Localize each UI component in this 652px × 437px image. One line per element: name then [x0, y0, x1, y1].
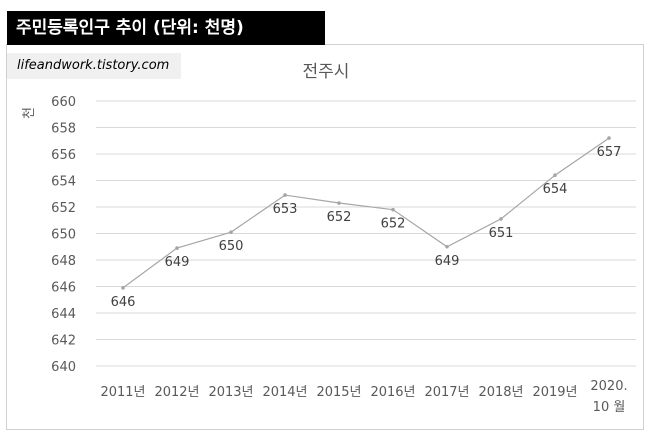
data-label: 646	[111, 295, 136, 310]
x-tick-labels: 2011년 2012년 2013년 2014년 2015년 2016년 2017년 2018년…	[100, 379, 627, 415]
x-tick-label: 2012년	[154, 385, 199, 400]
y-tick-label: 646	[51, 281, 76, 296]
y-tick-label: 650	[51, 228, 76, 243]
y-tick-labels: 640 642 644 646 648 650 652 654 656 658 660	[51, 95, 76, 375]
data-labels: 646 649 650 653 652 652 649 651 654 657	[111, 145, 622, 310]
data-point	[553, 173, 557, 177]
data-label: 653	[273, 202, 298, 217]
gridlines	[96, 100, 636, 367]
y-tick-label: 660	[51, 95, 76, 110]
y-tick-label: 640	[51, 360, 76, 375]
data-point	[283, 193, 287, 197]
y-tick-label: 648	[51, 254, 76, 269]
y-tick-label: 652	[51, 201, 76, 216]
x-tick-label: 2011년	[100, 385, 145, 400]
y-tick-label: 658	[51, 122, 76, 137]
x-tick-label: 2019년	[532, 385, 577, 400]
x-tick-label: 2015년	[316, 385, 361, 400]
data-label: 649	[165, 255, 190, 270]
x-tick-label: 2013년	[208, 385, 253, 400]
x-tick-label: 2016년	[370, 385, 415, 400]
y-tick-label: 654	[51, 175, 76, 190]
data-point	[229, 230, 233, 234]
site-watermark: lifeandwork.tistory.com	[7, 53, 181, 79]
y-axis-label: 천	[22, 107, 37, 119]
data-label: 649	[435, 254, 460, 269]
chart-title: 전주시	[303, 62, 350, 82]
data-label: 654	[543, 182, 568, 197]
data-label: 651	[489, 226, 514, 241]
page-title: 주민등록인구 추이 (단위: 천명)	[7, 11, 325, 45]
x-tick-label: 2020. 10 월	[590, 379, 627, 415]
x-tick-label: 2017년	[424, 385, 469, 400]
series-line	[121, 136, 611, 290]
data-point	[121, 286, 125, 290]
series-polyline	[122, 137, 610, 289]
data-point	[607, 136, 611, 140]
data-label: 652	[381, 217, 406, 232]
data-point	[337, 201, 341, 205]
data-label: 652	[327, 210, 352, 225]
y-tick-label: 642	[51, 334, 76, 349]
data-label: 657	[597, 145, 622, 160]
data-point	[175, 246, 179, 250]
y-tick-label: 656	[51, 148, 76, 163]
data-point	[499, 217, 503, 221]
x-tick-label: 2014년	[262, 385, 307, 400]
data-point	[445, 244, 449, 249]
data-point	[391, 207, 395, 212]
x-tick-label: 2018년	[478, 385, 523, 400]
data-label: 650	[219, 239, 244, 254]
y-tick-label: 644	[51, 307, 76, 322]
